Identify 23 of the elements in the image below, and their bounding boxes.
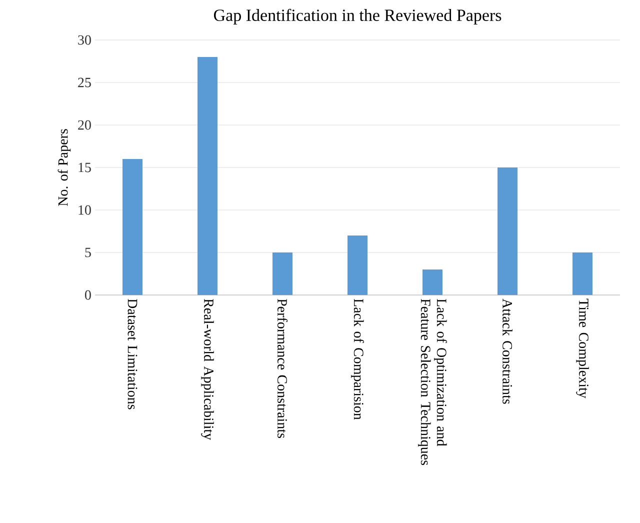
x-tick-label: Dataset Limitations [128, 298, 138, 410]
bar [198, 57, 218, 295]
x-tick-label: Time Complexity [576, 298, 589, 398]
y-tick-label: 30 [78, 35, 91, 45]
x-tick-label: Performance Constraints [278, 298, 288, 438]
y-tick-label: 25 [78, 78, 91, 88]
bar [348, 236, 368, 295]
chart-title: Gap Identification in the Reviewed Papers [214, 8, 502, 24]
bar [498, 168, 518, 295]
bar [422, 270, 443, 295]
y-tick-label: 5 [85, 248, 91, 258]
y-tick-label: 20 [78, 120, 91, 130]
x-tick-label: Lack of Optimization and Feature Selection Techniques [418, 298, 447, 466]
bar [122, 159, 142, 295]
y-axis-title: No. of Papers [58, 129, 71, 206]
y-tick-label: 10 [78, 205, 91, 215]
y-tick-label: 15 [78, 162, 91, 172]
bar [572, 252, 593, 295]
x-tick-label: Real-world Applicability [201, 298, 214, 440]
x-tick-label: Attack Constraints [502, 298, 512, 404]
y-tick-label: 0 [85, 290, 91, 300]
x-tick-label: Lack of Comparision [351, 298, 364, 420]
bar [272, 252, 293, 295]
